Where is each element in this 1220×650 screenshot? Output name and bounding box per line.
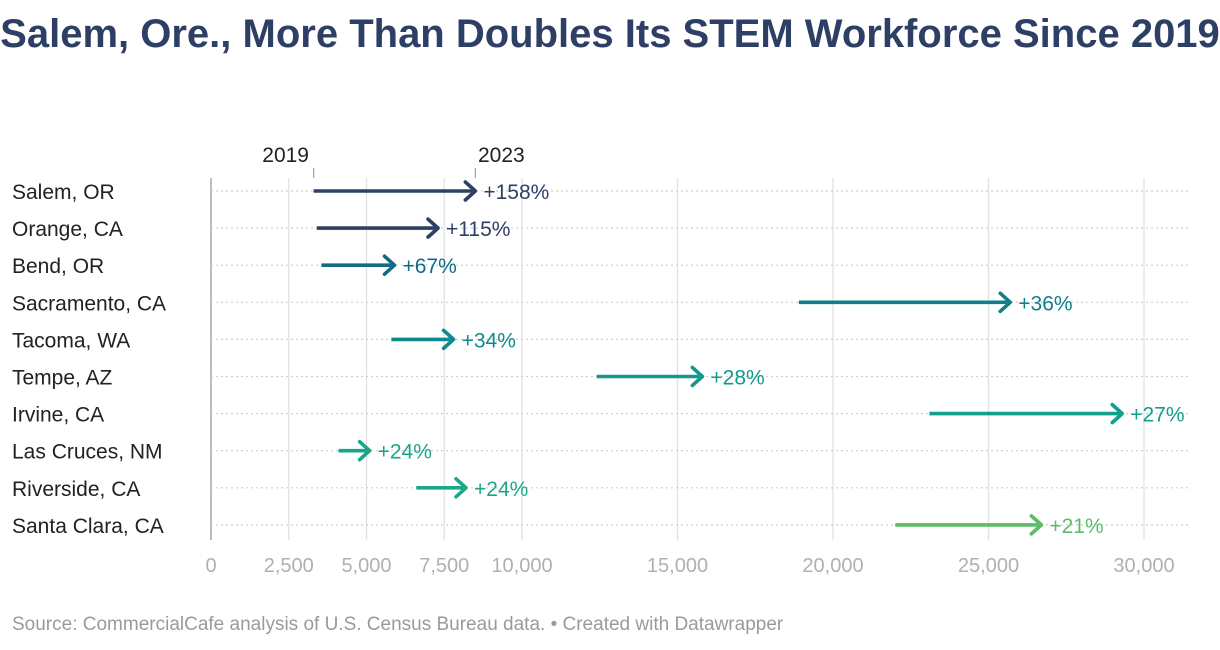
arrow-head xyxy=(441,328,456,351)
change-label: +158% xyxy=(483,181,549,204)
arrows: +158% +115% +67% +36% +34% +28% +27% +24% +24% +2… xyxy=(313,180,1185,538)
category-label: Bend, OR xyxy=(12,255,104,278)
gridlines xyxy=(210,178,1188,540)
change-label: +24% xyxy=(378,441,432,464)
x-tick-label: 25,000 xyxy=(958,555,1019,577)
category-label: Las Cruces, NM xyxy=(12,441,163,464)
change-label: +67% xyxy=(402,255,456,278)
category-label: Irvine, CA xyxy=(12,404,104,427)
change-label: +36% xyxy=(1018,292,1072,315)
arrow-head xyxy=(357,439,372,462)
category-label: Tacoma, WA xyxy=(12,329,130,352)
change-label: +28% xyxy=(710,367,764,390)
arrow-head xyxy=(463,180,478,202)
arrow-chart: 0 2,500 5,000 7,500 10,000 15,000 20,000 25,000… xyxy=(12,144,1188,577)
x-tick-label: 5,000 xyxy=(341,555,391,577)
category-label: Salem, OR xyxy=(12,181,115,204)
change-label: +34% xyxy=(462,329,516,352)
category-label: Tempe, AZ xyxy=(12,367,113,390)
x-axis: 0 2,500 5,000 7,500 10,000 15,000 20,000 25,000… xyxy=(205,555,1174,577)
arrow-head xyxy=(382,254,397,277)
legend-end-label: 2023 xyxy=(478,144,525,167)
arrow-head xyxy=(454,476,468,499)
arrow-head xyxy=(1029,514,1044,536)
x-tick-label: 2,500 xyxy=(264,555,314,577)
category-label: Santa Clara, CA xyxy=(12,515,164,538)
x-tick-label: 0 xyxy=(205,555,216,577)
legend-start-label: 2019 xyxy=(262,144,309,167)
chart-title: Salem, Ore., More Than Doubles Its STEM … xyxy=(0,12,1220,56)
category-label: Orange, CA xyxy=(12,218,123,241)
category-label: Riverside, CA xyxy=(12,478,140,501)
arrow-head xyxy=(998,291,1013,314)
change-label: +115% xyxy=(446,218,510,241)
arrow-head xyxy=(426,217,440,239)
category-labels: Salem, OR Orange, CA Bend, OR Sacramento, C… xyxy=(12,181,166,538)
source-note: Source: CommercialCafe analysis of U.S. … xyxy=(12,614,784,635)
x-tick-label: 7,500 xyxy=(419,555,469,577)
x-tick-label: 20,000 xyxy=(802,555,863,577)
arrow-head xyxy=(1110,402,1125,425)
change-label: +27% xyxy=(1130,404,1184,427)
arrow-head xyxy=(690,365,705,388)
legend: 2019 2023 xyxy=(262,144,525,178)
x-tick-label: 15,000 xyxy=(647,555,708,577)
change-label: +21% xyxy=(1049,515,1103,538)
category-label: Sacramento, CA xyxy=(12,292,166,315)
x-tick-label: 30,000 xyxy=(1113,555,1174,577)
x-tick-label: 10,000 xyxy=(491,555,552,577)
change-label: +24% xyxy=(474,478,528,501)
